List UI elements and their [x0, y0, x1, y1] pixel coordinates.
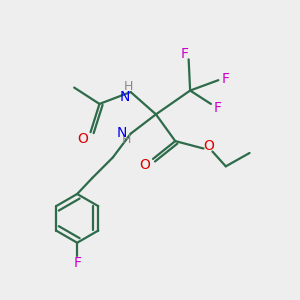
- Text: O: O: [78, 132, 88, 146]
- Text: F: F: [214, 101, 222, 115]
- Text: F: F: [180, 47, 188, 61]
- Text: O: O: [139, 158, 150, 172]
- Text: O: O: [203, 139, 214, 152]
- Text: N: N: [117, 126, 127, 140]
- Text: F: F: [222, 72, 230, 86]
- Text: H: H: [124, 80, 133, 93]
- Text: F: F: [73, 256, 81, 270]
- Text: N: N: [119, 90, 130, 104]
- Text: H: H: [122, 133, 131, 146]
